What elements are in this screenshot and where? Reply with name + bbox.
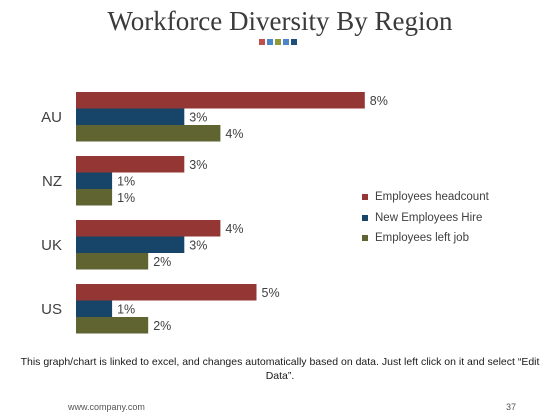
bar	[76, 253, 149, 270]
data-label: 3%	[189, 110, 207, 124]
bar-chart: AU 8% 3% 4% NZ 3% 1% 1% UK 4% 3% 2% US 5% 1% 2%	[41, 92, 388, 334]
bar	[76, 92, 365, 109]
bar	[76, 300, 113, 317]
bar	[76, 156, 185, 173]
footer-url: www.company.com	[68, 402, 145, 412]
data-label: 8%	[370, 94, 388, 108]
legend-swatch	[362, 235, 368, 242]
bar	[76, 220, 221, 237]
slide-title: Workforce Diversity By Region	[107, 6, 453, 36]
category-label: US	[41, 301, 62, 318]
title-dot	[267, 39, 273, 45]
data-label: 1%	[117, 191, 135, 205]
legend-item: Employees headcount	[362, 187, 489, 208]
title-dot	[283, 39, 289, 45]
data-label: 4%	[225, 127, 243, 141]
data-label: 2%	[153, 319, 171, 333]
legend-label: Employees headcount	[375, 191, 489, 204]
bar	[76, 236, 185, 253]
category-label: NZ	[42, 173, 62, 190]
legend-label: Employees left job	[375, 232, 469, 245]
data-label: 5%	[262, 286, 280, 300]
bar	[76, 284, 257, 301]
legend-swatch	[362, 214, 368, 221]
category-label: AU	[41, 109, 62, 126]
bar	[76, 189, 113, 206]
page-number: 37	[506, 402, 517, 412]
data-label: 1%	[117, 302, 135, 316]
title-dot	[275, 39, 281, 45]
bar	[76, 108, 185, 125]
bar	[76, 317, 149, 334]
data-label: 4%	[225, 222, 243, 236]
category-label: UK	[41, 237, 62, 254]
title-dot	[291, 39, 297, 45]
bar	[76, 125, 221, 142]
data-label: 3%	[189, 158, 207, 172]
bar	[76, 172, 113, 189]
chart-legend: Employees headcount New Employees Hire Emp…	[362, 187, 489, 249]
data-label: 3%	[189, 238, 207, 252]
legend-swatch	[362, 194, 368, 201]
title-dot	[259, 39, 265, 45]
legend-item: Employees left job	[362, 228, 489, 249]
title-decoration	[259, 39, 297, 45]
data-label: 2%	[153, 255, 171, 269]
legend-item: New Employees Hire	[362, 208, 489, 229]
legend-label: New Employees Hire	[375, 211, 483, 224]
data-label: 1%	[117, 174, 135, 188]
chart-note: This graph/chart is linked to excel, and…	[20, 356, 540, 382]
